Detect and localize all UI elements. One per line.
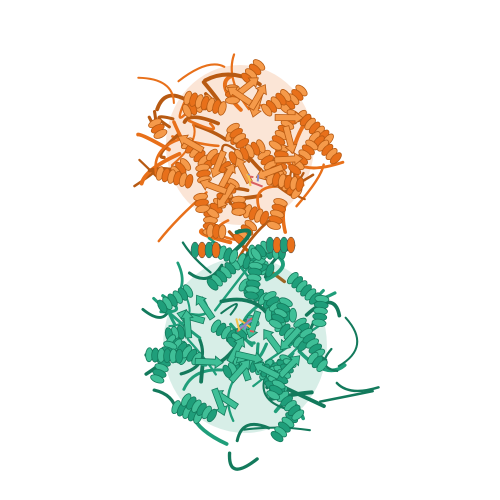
lower-chain-coil <box>182 368 224 391</box>
lower-chain-helix <box>293 317 326 359</box>
lower-chain-strand <box>211 387 228 416</box>
lower-chain-domain <box>141 228 380 471</box>
upper-chain-coil <box>187 119 216 131</box>
lower-chain-coil <box>297 349 347 373</box>
upper-chain-coil <box>177 63 226 83</box>
upper-chain-strand <box>274 152 304 166</box>
lower-chain-helix <box>145 347 184 364</box>
upper-chain-strand <box>217 162 236 191</box>
lower-chain-strand <box>228 359 251 384</box>
upper-chain-helix <box>148 118 168 139</box>
upper-chain-helix <box>155 166 194 189</box>
lower-chain-coil <box>235 422 271 443</box>
lower-chain-strand <box>234 350 264 365</box>
lower-chain-strand <box>180 309 194 339</box>
lower-chain-helix <box>157 284 194 314</box>
upper-chain-strand <box>227 86 253 107</box>
lower-chain-helix <box>307 351 328 372</box>
upper-chain-coil <box>157 115 175 129</box>
lower-chain-helix <box>181 393 218 423</box>
ligand-bond <box>249 175 254 179</box>
lower-chain-strand <box>280 326 303 351</box>
upper-chain-helix <box>183 90 227 116</box>
lower-chain-strand <box>245 310 262 339</box>
lower-chain-strand <box>194 355 224 369</box>
ligand-bond <box>237 319 253 330</box>
upper-chain-strand <box>216 182 237 209</box>
upper-chain-coil <box>171 135 220 148</box>
lower-chain-strand <box>277 355 301 379</box>
upper-chain-domain <box>133 53 345 284</box>
upper-chain-coil <box>192 123 228 142</box>
ligand-bond <box>249 329 255 333</box>
lower-chain-coil <box>319 389 374 403</box>
upper-chain-helix <box>278 84 308 114</box>
upper-chain-coil <box>137 76 175 104</box>
upper-chain-helix <box>308 131 342 165</box>
upper-chain-strand <box>255 163 284 181</box>
upper-chain-strand <box>282 125 298 155</box>
lower-chain-strand <box>195 294 216 321</box>
lower-chain-helix <box>311 294 330 327</box>
ligand-bond <box>238 318 251 329</box>
upper-chain-helix <box>226 122 250 149</box>
lower-chain-coil <box>187 263 224 281</box>
upper-chain-helix <box>266 198 288 230</box>
lower-chain-coil <box>337 316 359 368</box>
upper-chain-helix <box>261 89 292 117</box>
upper-chain-coil <box>230 53 250 111</box>
upper-chain-strand <box>247 84 267 111</box>
ligand-bond <box>247 175 252 187</box>
upper-chain-helix <box>206 223 227 240</box>
upper-chain-coil <box>182 115 220 126</box>
interface-helix <box>190 241 221 259</box>
upper-chain-helix <box>193 192 210 213</box>
upper-chain-helix <box>266 171 304 192</box>
lower-chain-strand <box>253 361 281 380</box>
lower-chain-coil <box>220 303 238 316</box>
upper-chain-strand <box>177 134 205 154</box>
upper-chain-helix <box>231 195 247 216</box>
lower-chain-coil <box>304 300 342 318</box>
lower-chain-helix <box>206 258 241 291</box>
upper-chain-coil <box>295 163 325 208</box>
upper-chain-strand <box>209 149 227 178</box>
ligand-bond <box>235 318 241 332</box>
upper-chain-coil <box>154 138 181 176</box>
upper-chain-strand <box>199 178 228 195</box>
ligand-sticks <box>235 173 263 333</box>
lower-chain-helix <box>171 400 203 424</box>
lower-chain-strand <box>226 336 246 364</box>
lower-chain-helix <box>268 297 293 329</box>
lower-chain-coil <box>229 228 252 256</box>
lower-chain-helix <box>244 261 264 300</box>
lower-chain-coil <box>227 451 259 471</box>
interface-helix <box>265 236 296 254</box>
upper-chain-strand <box>274 110 304 125</box>
lower-chain-coil <box>335 381 380 393</box>
